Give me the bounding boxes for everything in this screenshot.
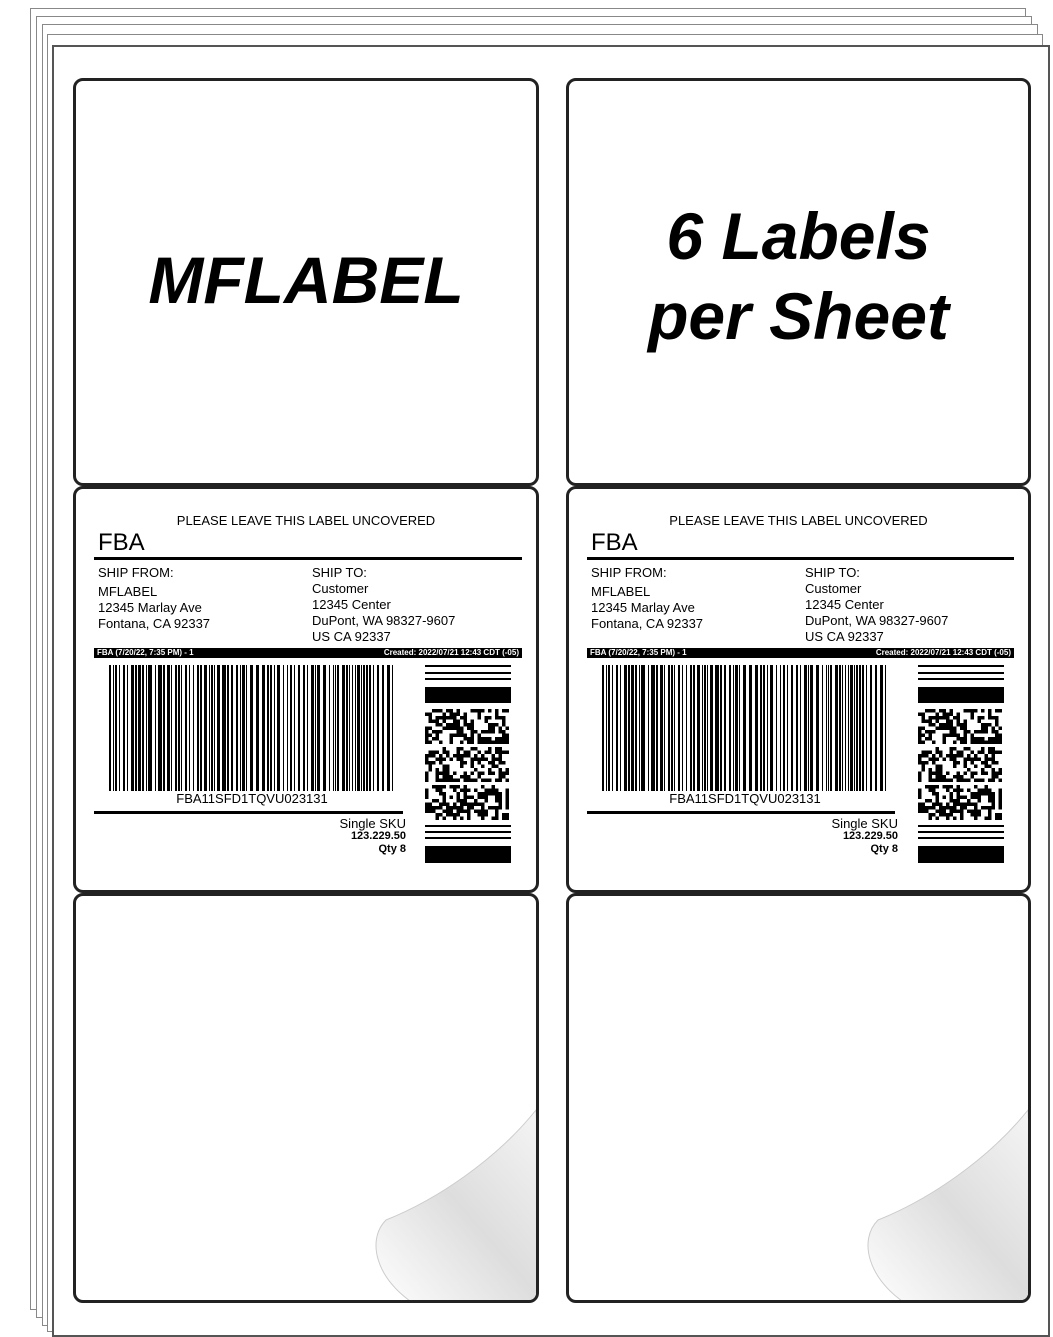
ship-from-line: MFLABEL [98, 584, 158, 599]
ship-to: SHIP TO: Customer 12345 Center DuPont, W… [805, 565, 948, 645]
strip-left-text: FBA (7/20/22, 7:35 PM) - 1 [97, 648, 194, 657]
labels-count-line2: per Sheet [648, 279, 949, 353]
brand-text: MFLABEL [148, 243, 464, 317]
ship-to-heading: SHIP TO: [805, 565, 860, 580]
ship-to-line: 12345 Center [312, 597, 391, 612]
ship-from-heading: SHIP FROM: [591, 565, 667, 580]
ship-to-line: US CA 92337 [312, 629, 391, 644]
2d-barcode-image [918, 665, 1004, 863]
ship-from: SHIP FROM: MFLABEL 12345 Marlay Ave Font… [591, 565, 703, 632]
sku-info: Single SKU 123.229.50 Qty 8 [832, 817, 898, 856]
ship-from: SHIP FROM: MFLABEL 12345 Marlay Ave Font… [98, 565, 210, 632]
strip-left-text: FBA (7/20/22, 7:35 PM) - 1 [590, 648, 687, 657]
info-strip: FBA (7/20/22, 7:35 PM) - 1 Created: 2022… [587, 648, 1014, 658]
uncovered-notice: PLEASE LEAVE THIS LABEL UNCOVERED [176, 513, 436, 528]
ship-from-heading: SHIP FROM: [98, 565, 174, 580]
barcode-number: FBA11SFD1TQVU023131 [176, 791, 328, 806]
divider [587, 557, 1014, 560]
labels-count-line1: 6 Labels [666, 199, 931, 273]
fba-title: FBA [591, 529, 638, 556]
barcode-image [602, 665, 886, 791]
sku-number: 123.229.50 [842, 830, 898, 842]
ship-to-line: DuPont, WA 98327-9607 [312, 613, 456, 628]
info-strip: FBA (7/20/22, 7:35 PM) - 1 Created: 2022… [94, 648, 522, 658]
ship-from-line: 12345 Marlay Ave [98, 600, 202, 615]
ship-to-line: DuPont, WA 98327-9607 [805, 613, 949, 628]
sku-label: Single SKU [339, 816, 406, 831]
quantity: Qty 8 [378, 843, 406, 855]
ship-from-line: Fontana, CA 92337 [98, 616, 211, 631]
ship-to-line: US CA 92337 [805, 629, 884, 644]
peel-corner-icon [867, 1109, 1028, 1300]
uncovered-notice: PLEASE LEAVE THIS LABEL UNCOVERED [669, 513, 928, 528]
label-bottom-right [566, 893, 1031, 1303]
2d-barcode-image [425, 665, 511, 863]
label-top-right: 6 Labels per Sheet [566, 78, 1031, 486]
strip-right-text: Created: 2022/07/21 12:43 CDT (-05) [875, 648, 1011, 657]
ship-from-line: MFLABEL [591, 584, 651, 599]
barcode-image [109, 665, 393, 791]
divider [94, 557, 522, 560]
fba-title: FBA [98, 529, 145, 556]
ship-to-line: 12345 Center [805, 597, 884, 612]
peel-corner-icon [375, 1109, 536, 1300]
ship-to: SHIP TO: Customer 12345 Center DuPont, W… [312, 565, 455, 645]
label-bottom-left [73, 893, 539, 1303]
sku-label: Single SKU [831, 816, 898, 831]
ship-to-heading: SHIP TO: [312, 565, 367, 580]
quantity: Qty 8 [870, 843, 898, 855]
ship-from-line: Fontana, CA 92337 [591, 616, 704, 631]
ship-to-line: Customer [805, 581, 862, 596]
divider [587, 811, 895, 814]
sku-number: 123.229.50 [350, 830, 406, 842]
divider [94, 811, 403, 814]
shipping-label-right: PLEASE LEAVE THIS LABEL UNCOVERED FBA SH… [566, 486, 1031, 893]
ship-from-line: 12345 Marlay Ave [591, 600, 695, 615]
shipping-label-left: PLEASE LEAVE THIS LABEL UNCOVERED FBA SH… [73, 486, 539, 893]
strip-right-text: Created: 2022/07/21 12:43 CDT (-05) [383, 648, 519, 657]
barcode-number: FBA11SFD1TQVU023131 [669, 791, 821, 806]
sku-info: Single SKU 123.229.50 Qty 8 [340, 817, 406, 856]
ship-to-line: Customer [312, 581, 369, 596]
label-top-left: MFLABEL [73, 78, 539, 486]
